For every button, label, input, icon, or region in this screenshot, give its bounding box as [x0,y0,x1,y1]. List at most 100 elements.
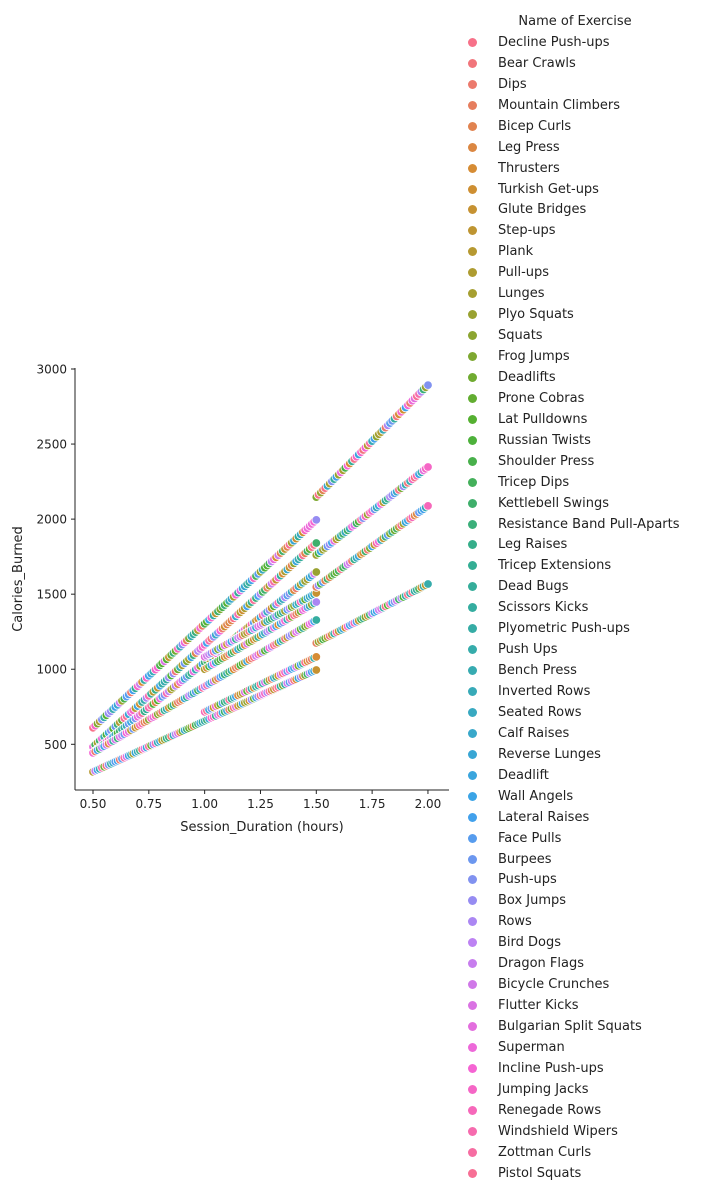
data-point [311,665,322,675]
legend-item: Bulgarian Split Squats [460,1016,700,1037]
legend-item: Burpees [460,849,700,870]
legend-label: Plank [498,244,534,260]
legend-marker [468,456,477,466]
x-tick-label: 0.50 [80,797,107,811]
legend-marker [468,561,477,571]
legend-label: Bicep Curls [498,118,572,134]
legend-marker [468,833,477,843]
legend-item: Inverted Rows [460,681,700,702]
legend-label: Deadlifts [498,369,556,385]
legend-label: Push-ups [498,872,557,888]
legend-label: Step-ups [498,223,556,239]
legend-marker [468,142,477,152]
legend-marker [468,624,477,634]
data-point [311,567,322,577]
points-layer [88,380,433,777]
legend-label: Squats [498,328,543,344]
data-point [423,462,433,472]
x-tick-label: 2.00 [415,797,442,811]
y-tick-label: 1000 [36,663,67,677]
legend-label: Zottman Curls [498,1144,592,1160]
legend-item: Thrusters [460,158,700,179]
legend-marker [468,58,477,68]
legend-marker [468,812,477,822]
legend-item: Lunges [460,283,700,304]
legend-item: Tricep Dips [460,472,700,493]
legend-marker [468,896,477,906]
legend-item: Dragon Flags [460,953,700,974]
legend-marker [468,1168,477,1178]
legend-item: Wall Angels [460,786,700,807]
legend-item: Rows [460,911,700,932]
legend-marker [468,414,477,424]
legend-marker [468,163,477,173]
legend-marker [468,331,477,341]
legend-label: Calf Raises [498,725,570,741]
legend-marker [468,477,477,487]
legend-label: Lat Pulldowns [498,411,588,427]
legend-marker [468,1105,477,1115]
legend-item: Bicep Curls [460,116,700,137]
data-point [311,538,322,548]
legend-item: Bear Crawls [460,53,700,74]
legend-label: Pistol Squats [498,1165,582,1181]
legend-title: Name of Exercise [518,14,632,29]
legend-label: Rows [498,914,532,930]
legend-item: Superman [460,1037,700,1058]
x-tick-label: 0.75 [135,797,162,811]
legend-marker [468,707,477,717]
x-tick-label: 1.00 [191,797,218,811]
legend-label: Burpees [498,851,552,867]
legend-label: Kettlebell Swings [498,495,610,511]
legend-marker [468,770,477,780]
legend-label: Bird Dogs [498,935,562,951]
legend-label: Face Pulls [498,830,562,846]
legend-item: Squats [460,325,700,346]
legend-item: Frog Jumps [460,346,700,367]
legend-label: Windshield Wipers [498,1123,618,1139]
legend-item: Shoulder Press [460,451,700,472]
legend-label: Lunges [498,286,545,302]
legend-marker [468,728,477,738]
legend-label: Leg Press [498,139,560,155]
legend-label: Pull-ups [498,265,550,281]
y-tick-label: 2000 [36,513,67,527]
legend-label: Inverted Rows [498,684,591,700]
legend-item: Face Pulls [460,828,700,849]
legend-label: Glute Bridges [498,202,587,218]
x-tick-label: 1.50 [303,797,330,811]
legend-label: Thrusters [498,160,560,176]
legend-marker [468,205,477,215]
legend-label: Bulgarian Split Squats [498,1019,642,1035]
legend-item: Flutter Kicks [460,995,700,1016]
legend-marker [468,289,477,299]
legend-label: Scissors Kicks [498,600,589,616]
legend-label: Wall Angels [498,788,574,804]
legend-item: Deadlift [460,765,700,786]
legend-item: Reverse Lunges [460,744,700,765]
legend-marker [468,372,477,382]
legend-item: Jumping Jacks [460,1079,700,1100]
x-tick-label: 1.75 [359,797,386,811]
legend-label: Resistance Band Pull-Aparts [498,516,680,532]
legend-marker [468,1042,477,1052]
legend-item: Plyometric Push-ups [460,618,700,639]
legend-label: Tricep Dips [498,474,570,490]
legend-label: Dragon Flags [498,956,584,972]
legend-label: Prone Cobras [498,390,585,406]
legend-item: Plank [460,241,700,262]
legend-label: Bench Press [498,663,577,679]
legend-item: Tricep Extensions [460,555,700,576]
legend-marker [468,1022,477,1032]
legend-item: Glute Bridges [460,200,700,221]
legend-label: Plyo Squats [498,307,574,323]
legend-item: Pull-ups [460,262,700,283]
legend-label: Bicycle Crunches [498,977,610,993]
legend-item: Resistance Band Pull-Aparts [460,514,700,535]
legend-marker [468,226,477,236]
legend-marker [468,603,477,613]
legend-label: Turkish Get-ups [498,181,599,197]
legend-label: Flutter Kicks [498,998,579,1014]
legend-marker [468,352,477,362]
